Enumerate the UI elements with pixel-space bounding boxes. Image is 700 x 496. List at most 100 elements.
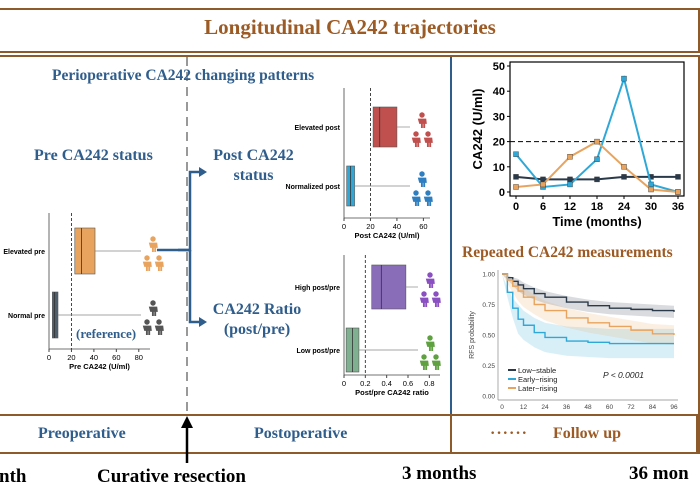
timeline-36-months: 36 mon bbox=[629, 463, 689, 484]
survival-curve bbox=[502, 273, 674, 345]
people-icon-left bbox=[419, 291, 429, 308]
series-point bbox=[540, 176, 546, 183]
series-point bbox=[567, 176, 573, 183]
series-point bbox=[567, 154, 573, 160]
legend-label: Low−stable bbox=[518, 366, 556, 375]
x-tick-label: 12 bbox=[564, 201, 576, 213]
x-tick-label: 48 bbox=[584, 404, 592, 411]
series-line bbox=[515, 75, 679, 193]
x-tick-label: 60 bbox=[419, 222, 427, 231]
arrow-head-post bbox=[199, 167, 207, 177]
people-icon-left bbox=[142, 319, 152, 336]
km-chart: 0.00 0.25 0.50 0.75 1.00 0 12 24 36 48 60 72 84 96 RFS… bbox=[469, 270, 678, 411]
people-icon-right bbox=[431, 354, 441, 371]
post-status-label: Post CA242 status bbox=[213, 147, 294, 184]
series-point bbox=[621, 174, 627, 180]
people-icon-right bbox=[154, 319, 164, 336]
x-tick-label: 40 bbox=[393, 222, 401, 231]
box bbox=[52, 291, 59, 339]
title-box bbox=[0, 8, 700, 53]
x-tick-label: 40 bbox=[90, 353, 98, 362]
timeline-left-cut: nth bbox=[0, 466, 27, 487]
series-point bbox=[648, 186, 654, 193]
x-tick-label: 30 bbox=[645, 201, 657, 213]
y-axis-label: RFS probability bbox=[469, 311, 476, 359]
timeline-resection: Curative resection bbox=[97, 466, 246, 487]
reference-label: (reference) bbox=[76, 326, 137, 341]
series-point bbox=[648, 181, 654, 188]
series-point bbox=[594, 156, 600, 162]
x-tick-label: 0 bbox=[342, 222, 346, 231]
x-tick-label: 36 bbox=[563, 404, 571, 411]
legend-label: Early−rising bbox=[518, 375, 557, 384]
y-tick-label: 0.00 bbox=[482, 394, 495, 401]
x-axis-label: Pre CA242 (U/ml) bbox=[69, 362, 130, 371]
x-tick-label: 24 bbox=[541, 404, 549, 411]
people-icon-right bbox=[423, 131, 433, 148]
branch-arrows bbox=[157, 170, 200, 324]
y-tick-label: 0 bbox=[499, 187, 505, 199]
y-tick-label: 0.25 bbox=[482, 363, 495, 370]
people-icon-left bbox=[142, 255, 152, 272]
people-icon-right bbox=[423, 190, 433, 207]
people-icon-top bbox=[425, 272, 435, 289]
x-tick-label: 84 bbox=[649, 404, 657, 411]
x-axis-label: Post/pre CA242 ratio bbox=[355, 388, 429, 397]
x-tick-label: 0 bbox=[47, 353, 51, 362]
people-icon-right bbox=[154, 255, 164, 272]
series-point bbox=[594, 138, 600, 145]
series-point bbox=[513, 151, 519, 157]
series-point bbox=[513, 174, 519, 180]
people-icon-top bbox=[417, 171, 427, 188]
x-tick-label: 0 bbox=[513, 201, 519, 213]
group-label: High post/pre bbox=[295, 285, 340, 292]
phase-postoperative: Postoperative bbox=[254, 425, 348, 442]
people-icon-top bbox=[148, 300, 158, 317]
x-tick-label: 0 bbox=[500, 404, 504, 411]
y-tick-label: 40 bbox=[493, 86, 505, 98]
box bbox=[371, 264, 407, 310]
y-tick-label: 1.00 bbox=[482, 272, 495, 279]
y-tick-label: 20 bbox=[493, 137, 505, 149]
page-title: Longitudinal CA242 trajectories bbox=[204, 15, 496, 39]
people-icon-top bbox=[425, 335, 435, 352]
group-label: Low post/pre bbox=[296, 348, 340, 355]
pre-ca242-boxplot: 0 20 40 60 80 Pre CA242 (U/ml) Elevated pre Nor… bbox=[3, 213, 164, 371]
survival-curve bbox=[502, 273, 675, 335]
x-tick-label: 6 bbox=[540, 201, 546, 213]
x-tick-label: 60 bbox=[112, 353, 120, 362]
confidence-band bbox=[502, 274, 674, 318]
x-tick-label: 0.6 bbox=[403, 379, 413, 388]
box bbox=[372, 106, 398, 148]
series-point bbox=[513, 184, 519, 190]
x-tick-label: 12 bbox=[520, 404, 528, 411]
series-point bbox=[621, 75, 627, 82]
pre-status-label: Pre CA242 status bbox=[34, 147, 153, 164]
resection-arrowhead bbox=[181, 416, 193, 428]
y-axis-label: CA242 (U/ml) bbox=[470, 89, 485, 170]
y-tick-label: 0.75 bbox=[482, 302, 495, 309]
x-tick-label: 24 bbox=[618, 201, 631, 213]
x-tick-label: 18 bbox=[591, 201, 603, 213]
people-icon-top bbox=[417, 112, 427, 129]
people-icon-top bbox=[148, 236, 158, 253]
people-icon-left bbox=[411, 131, 421, 148]
x-tick-label: 20 bbox=[67, 353, 75, 362]
ratio-label: CA242 Ratio (post/pre) bbox=[212, 301, 302, 338]
series-point bbox=[621, 164, 627, 170]
perioperative-heading: Perioperative CA242 changing patterns bbox=[52, 67, 315, 84]
y-tick-label: 10 bbox=[493, 162, 505, 174]
x-tick-label: 96 bbox=[670, 404, 678, 411]
y-tick-label: 0.50 bbox=[482, 333, 495, 340]
p-value-annotation: P < 0.0001 bbox=[603, 370, 644, 380]
box bbox=[74, 227, 96, 275]
phase-follow-up: Follow up bbox=[553, 425, 622, 442]
x-tick-label: 80 bbox=[135, 353, 143, 362]
series-point bbox=[675, 174, 681, 180]
group-label: Normal pre bbox=[8, 313, 45, 320]
group-label: Elevated pre bbox=[3, 249, 45, 256]
y-tick-label: 30 bbox=[493, 111, 505, 123]
repeated-heading: Repeated CA242 measurements bbox=[462, 244, 673, 261]
x-tick-label: 0.2 bbox=[360, 379, 370, 388]
